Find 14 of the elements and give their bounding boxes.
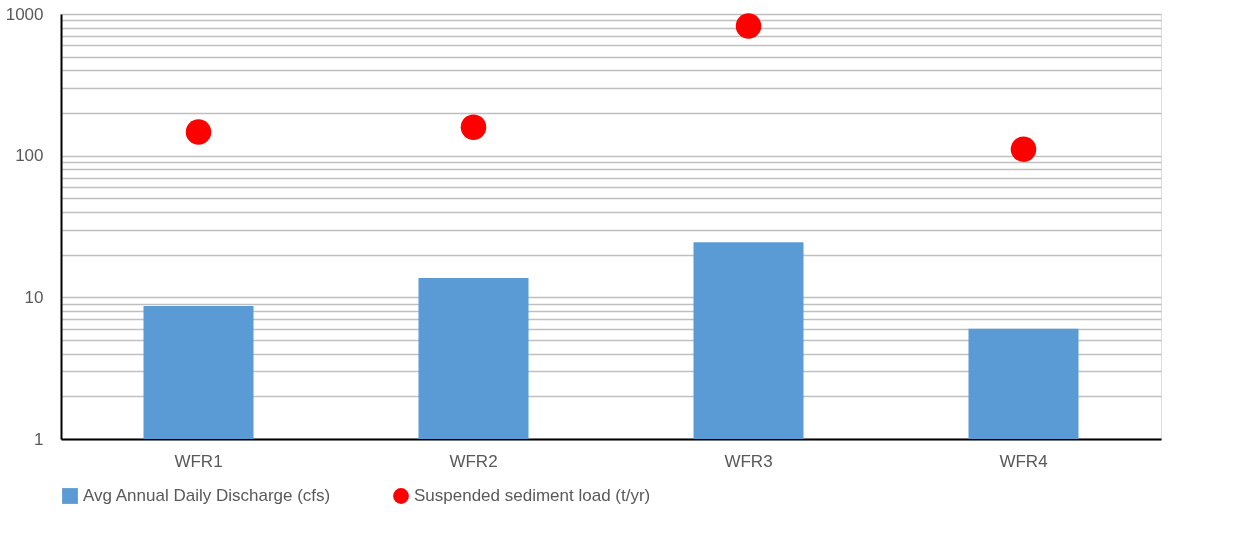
y-tick-label: 1 <box>34 429 44 449</box>
point <box>1010 136 1037 162</box>
x-tick-label: WFR2 <box>449 451 498 471</box>
x-tick-label: WFR4 <box>999 451 1048 471</box>
y-tick-label: 10 <box>24 287 44 307</box>
legend-label: Avg Annual Daily Discharge (cfs) <box>83 486 331 505</box>
legend-label: Suspended sediment load (t/yr) <box>414 486 651 505</box>
x-tick-label: WFR3 <box>724 451 773 471</box>
point <box>735 13 762 39</box>
x-tick-label: WFR1 <box>174 451 223 471</box>
point <box>460 114 487 140</box>
y-tick-label: 100 <box>15 146 44 166</box>
y-tick-label: 1000 <box>5 4 44 24</box>
point <box>185 119 212 145</box>
